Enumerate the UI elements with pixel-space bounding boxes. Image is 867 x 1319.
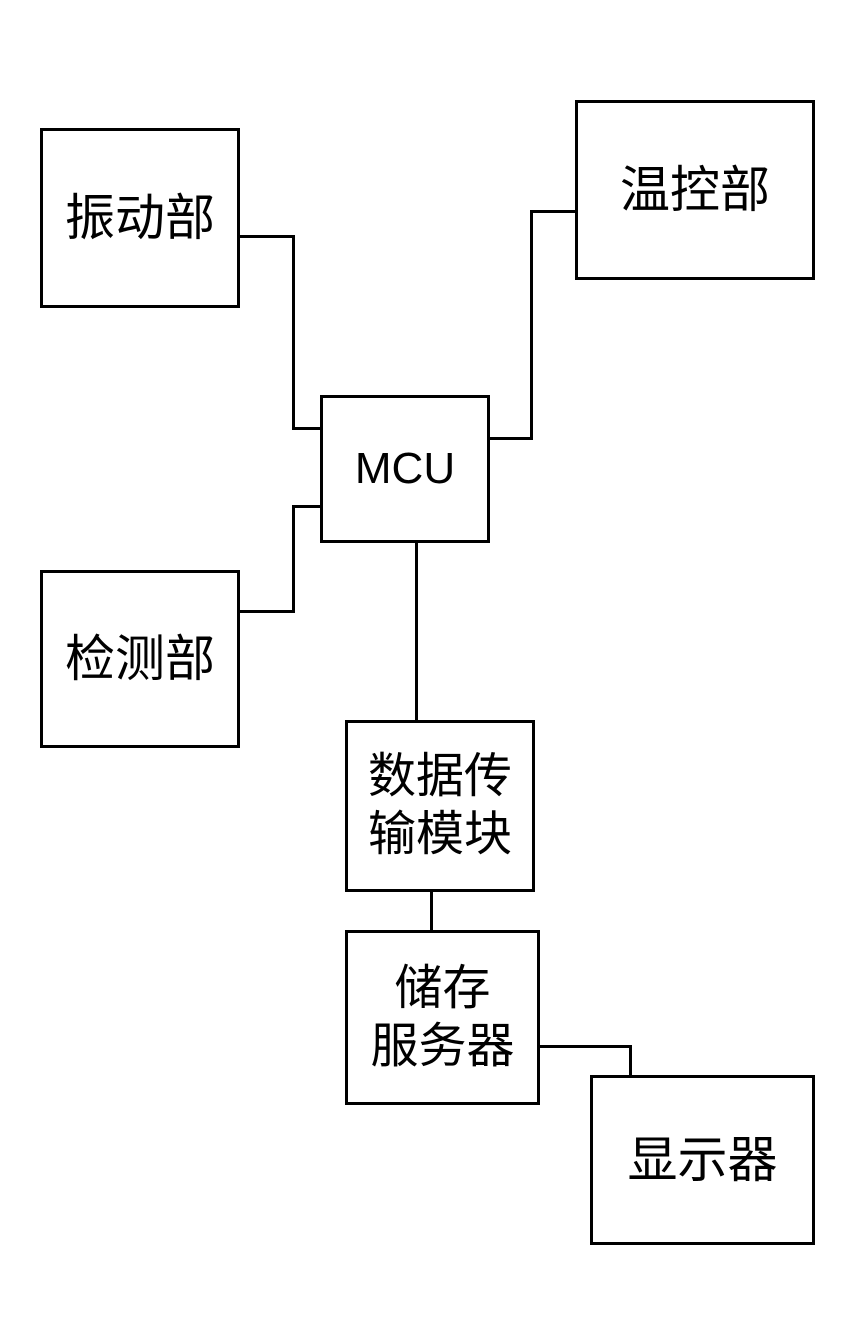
- edge-mcu-data: [415, 540, 418, 723]
- block-diagram: 振动部 温控部 MCU 检测部 数据传 输模块 储存 服务器 显示器: [0, 0, 867, 1319]
- edge-temp-mcu-h1: [530, 210, 578, 213]
- node-label: 数据传 输模块: [368, 748, 512, 863]
- edge-data-storage: [430, 889, 433, 933]
- node-label: 温控部: [620, 160, 770, 220]
- node-label: 显示器: [628, 1130, 778, 1190]
- edge-vibration-mcu-h2: [292, 427, 323, 430]
- node-label: 检测部: [65, 629, 215, 689]
- edge-detection-mcu-v: [292, 505, 295, 613]
- edge-vibration-mcu-v: [292, 235, 295, 430]
- node-vibration: 振动部: [40, 128, 240, 308]
- edge-vibration-mcu-h1: [240, 235, 295, 238]
- node-detection: 检测部: [40, 570, 240, 748]
- edge-storage-display-v: [629, 1045, 632, 1078]
- node-temp-control: 温控部: [575, 100, 815, 280]
- node-mcu: MCU: [320, 395, 490, 543]
- node-storage-server: 储存 服务器: [345, 930, 540, 1105]
- node-data-transfer: 数据传 输模块: [345, 720, 535, 892]
- node-display: 显示器: [590, 1075, 815, 1245]
- edge-detection-mcu-h2: [292, 505, 323, 508]
- node-label: 储存 服务器: [370, 960, 514, 1075]
- node-label: MCU: [355, 443, 455, 496]
- edge-storage-display-h: [537, 1045, 632, 1048]
- edge-temp-mcu-h2: [487, 437, 533, 440]
- edge-temp-mcu-v: [530, 210, 533, 440]
- edge-detection-mcu-h1: [240, 610, 295, 613]
- node-label: 振动部: [65, 188, 215, 248]
